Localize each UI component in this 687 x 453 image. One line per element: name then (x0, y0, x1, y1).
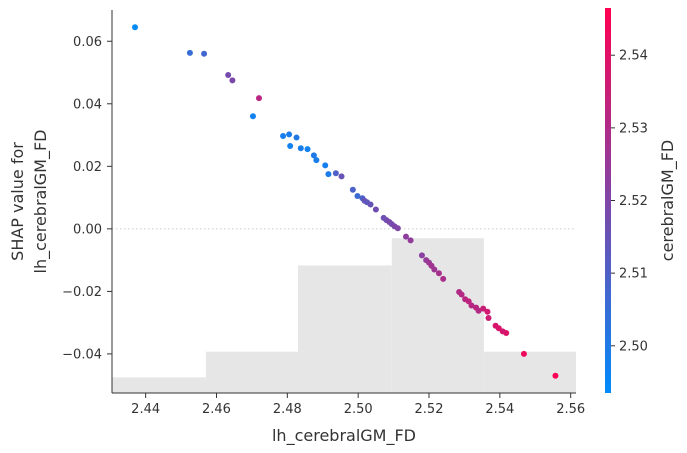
y-tick-label: 0.02 (73, 160, 102, 175)
x-tick-label: 2.52 (415, 402, 444, 417)
data-point (325, 171, 332, 178)
x-tick-label: 2.46 (202, 402, 231, 417)
colorbar-tick-label: 2.52 (619, 194, 648, 209)
data-point (407, 237, 414, 244)
data-point (249, 113, 256, 120)
data-point (293, 134, 300, 141)
data-point (286, 131, 293, 138)
points-layer (132, 24, 559, 379)
y-axis-label-line-1: SHAP value for (8, 142, 27, 261)
x-tick-label: 2.56 (556, 402, 585, 417)
x-axis-label: lh_cerebralGM_FD (272, 426, 416, 446)
data-point (367, 201, 374, 208)
data-point (440, 275, 447, 282)
histogram-layer (112, 238, 576, 393)
data-point (304, 146, 311, 153)
y-tick-label: 0.00 (73, 222, 102, 237)
y-axis-label-line-2: lh_cerebralGM_FD (31, 129, 51, 273)
x-tick-label: 2.54 (485, 402, 514, 417)
histogram-bar (297, 265, 392, 393)
data-point (280, 132, 287, 139)
x-axis-ticks: 2.44 2.46 2.48 2.50 2.52 2.54 2.56 (131, 393, 585, 417)
data-point (287, 143, 294, 150)
histogram-bar (391, 238, 484, 393)
data-point (435, 270, 442, 277)
data-point (402, 233, 409, 240)
data-point (201, 50, 208, 57)
data-point (354, 193, 361, 200)
y-axis-label: SHAP value for lh_cerebralGM_FD (8, 129, 51, 273)
colorbar-ticks: 2.50 2.51 2.52 2.53 2.54 (611, 49, 648, 354)
data-point (480, 305, 487, 312)
data-point (520, 350, 527, 357)
data-point (297, 145, 304, 152)
data-point (503, 329, 510, 336)
data-point (484, 308, 491, 315)
colorbar-tick-label: 2.53 (619, 121, 648, 136)
data-point (186, 49, 193, 56)
data-point (394, 225, 401, 232)
data-point (418, 252, 425, 259)
histogram-bar (112, 377, 206, 393)
colorbar-tick-label: 2.50 (619, 339, 648, 354)
y-axis-ticks: 0.06 0.04 0.02 0.00 −0.02 −0.04 (62, 35, 112, 362)
data-point (552, 372, 559, 379)
data-point (322, 162, 329, 169)
data-point (458, 291, 465, 298)
data-point (332, 170, 339, 177)
axes-layer (111, 10, 576, 394)
x-tick-label: 2.50 (344, 402, 373, 417)
colorbar-label: cerebralGM_FD (658, 140, 678, 261)
data-point (229, 77, 236, 84)
data-point (132, 24, 139, 31)
data-point (225, 72, 232, 79)
y-tick-label: 0.06 (73, 35, 102, 50)
data-point (349, 186, 356, 193)
x-tick-label: 2.44 (131, 402, 160, 417)
histogram-bar (205, 351, 298, 393)
data-point (372, 206, 379, 213)
data-point (255, 95, 262, 102)
data-point (313, 157, 320, 164)
colorbar-tick-label: 2.54 (619, 49, 648, 64)
data-point (338, 173, 345, 180)
data-point (475, 307, 482, 314)
y-tick-label: −0.02 (62, 285, 102, 300)
colorbar-tick-label: 2.51 (619, 267, 648, 282)
data-point (485, 314, 492, 321)
data-point (468, 302, 475, 309)
y-tick-label: 0.04 (73, 97, 102, 112)
histogram-bar (483, 351, 576, 393)
data-point (431, 266, 438, 273)
colorbar (605, 8, 611, 393)
x-tick-label: 2.48 (273, 402, 302, 417)
y-tick-label: −0.04 (62, 347, 102, 362)
data-point (310, 152, 317, 159)
